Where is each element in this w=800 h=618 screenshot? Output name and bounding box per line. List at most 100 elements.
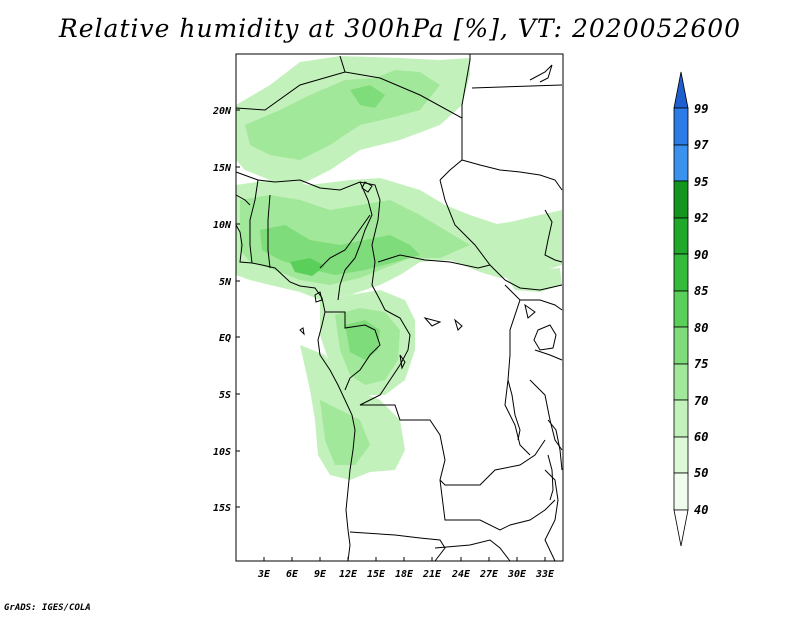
humidity-region-congo-core bbox=[345, 320, 380, 360]
lat-label: 20N bbox=[212, 106, 232, 117]
grads-credit: GrADS: IGES/COLA bbox=[4, 603, 91, 613]
colorbar-label: 75 bbox=[694, 357, 708, 371]
lat-label: 15S bbox=[213, 503, 231, 514]
country-boundaries bbox=[235, 54, 563, 562]
humidity-region-north-core bbox=[350, 85, 385, 108]
lake-chad bbox=[361, 181, 373, 193]
border-north-1 bbox=[235, 71, 463, 181]
border-west-small-1 bbox=[249, 179, 259, 264]
border-botswana bbox=[434, 539, 511, 562]
lat-label: 10N bbox=[213, 220, 232, 231]
humidity-region-east bbox=[470, 210, 562, 240]
humidity-fill bbox=[236, 56, 562, 480]
colorbar-segment-70 bbox=[673, 363, 689, 401]
coast-red-sea bbox=[529, 64, 553, 83]
lake-small-1 bbox=[399, 354, 406, 370]
border-uganda bbox=[520, 299, 563, 311]
humidity-region-angola-inner bbox=[320, 400, 370, 465]
lake-malawi bbox=[547, 454, 554, 501]
lat-label: 10S bbox=[213, 447, 231, 458]
lat-label: 5S bbox=[219, 390, 231, 401]
colorbar bbox=[673, 71, 689, 547]
lon-label: 30E bbox=[507, 569, 527, 580]
colorbar-label: 50 bbox=[694, 466, 708, 480]
colorbar-label: 85 bbox=[694, 284, 708, 298]
lon-label: 27E bbox=[479, 569, 499, 580]
island-sao-tome bbox=[299, 327, 305, 336]
border-car bbox=[377, 254, 491, 269]
border-gabon bbox=[325, 311, 381, 391]
border-mozambique bbox=[544, 469, 559, 562]
lat-labels: 20N 15N 10N 5N EQ 5S 10S 15S bbox=[212, 106, 232, 514]
coastline-west bbox=[235, 224, 356, 562]
colorbar-segment-95 bbox=[673, 144, 689, 182]
lat-ticks bbox=[236, 109, 240, 508]
island-bioko bbox=[314, 291, 323, 303]
colorbar-label: 80 bbox=[694, 321, 708, 335]
lake-kyoga bbox=[524, 303, 536, 319]
border-zambia-east bbox=[509, 499, 556, 526]
colorbar-segment-85 bbox=[673, 253, 689, 292]
lon-label: 24E bbox=[451, 569, 471, 580]
border-north-3 bbox=[461, 54, 471, 118]
border-sahel bbox=[235, 171, 386, 311]
lake-tanganyika bbox=[507, 379, 521, 441]
colorbar-label: 90 bbox=[694, 248, 708, 262]
colorbar-segment-40 bbox=[673, 472, 689, 511]
lake-small-3 bbox=[454, 318, 463, 331]
map-frame bbox=[235, 53, 564, 562]
colorbar-segment-80 bbox=[673, 290, 689, 328]
border-kenya bbox=[534, 349, 563, 361]
border-congo-drc bbox=[359, 309, 546, 486]
lon-label: 3E bbox=[257, 569, 271, 580]
colorbar-labels: 99 97 95 92 90 85 80 75 70 60 50 40 bbox=[694, 102, 709, 517]
lat-label: 15N bbox=[213, 163, 232, 174]
border-west-small-2 bbox=[267, 194, 271, 269]
colorbar-label: 97 bbox=[694, 138, 709, 152]
lon-label: 33E bbox=[535, 569, 555, 580]
lon-label: 6E bbox=[286, 569, 299, 580]
colorbar-label: 92 bbox=[694, 211, 708, 225]
colorbar-segment-60 bbox=[673, 399, 689, 438]
border-angola-zambia bbox=[439, 479, 511, 531]
lon-labels: 3E 6E 9E 12E 15E 18E 21E 24E 27E 30E 33E bbox=[257, 569, 555, 580]
colorbar-segment-97 bbox=[673, 107, 689, 146]
border-namibia bbox=[349, 531, 446, 562]
border-north-4 bbox=[471, 84, 563, 89]
lat-label: 5N bbox=[219, 277, 232, 288]
border-tanzania bbox=[529, 379, 563, 451]
humidity-region-northeast-patch bbox=[505, 268, 562, 292]
coast-east bbox=[547, 419, 563, 471]
humidity-region-north-inner bbox=[245, 70, 440, 160]
colorbar-label: 70 bbox=[694, 394, 708, 408]
humidity-region-angola bbox=[300, 345, 405, 480]
border-ethiopia bbox=[544, 209, 563, 263]
lon-label: 9E bbox=[314, 569, 327, 580]
border-nigeria-cameroon bbox=[319, 214, 371, 269]
lat-label: EQ bbox=[219, 333, 231, 344]
lon-label: 15E bbox=[367, 569, 386, 580]
colorbar-bottom-arrow bbox=[673, 509, 689, 547]
border-sudan-east bbox=[461, 159, 563, 191]
border-north-2 bbox=[339, 55, 346, 73]
border-cameroon-chad bbox=[337, 181, 373, 301]
colorbar-segment-50 bbox=[673, 436, 689, 474]
colorbar-label: 95 bbox=[694, 175, 708, 189]
lake-victoria bbox=[533, 324, 557, 351]
colorbar-segment-92 bbox=[673, 180, 689, 219]
lon-label: 18E bbox=[395, 569, 414, 580]
colorbar-segment-90 bbox=[673, 217, 689, 255]
lon-label: 21E bbox=[422, 569, 442, 580]
border-west-small-3 bbox=[235, 194, 251, 206]
lake-small-2 bbox=[423, 317, 442, 327]
colorbar-label: 60 bbox=[694, 430, 708, 444]
colorbar-label: 99 bbox=[694, 102, 708, 116]
colorbar-top-arrow bbox=[673, 71, 689, 109]
humidity-region-gulf-core bbox=[290, 258, 325, 276]
colorbar-label: 40 bbox=[694, 503, 708, 517]
lon-ticks bbox=[263, 557, 546, 561]
lon-label: 12E bbox=[339, 569, 358, 580]
map-title: Relative humidity at 300hPa [%], VT: 202… bbox=[58, 14, 742, 43]
colorbar-segment-75 bbox=[673, 326, 689, 365]
